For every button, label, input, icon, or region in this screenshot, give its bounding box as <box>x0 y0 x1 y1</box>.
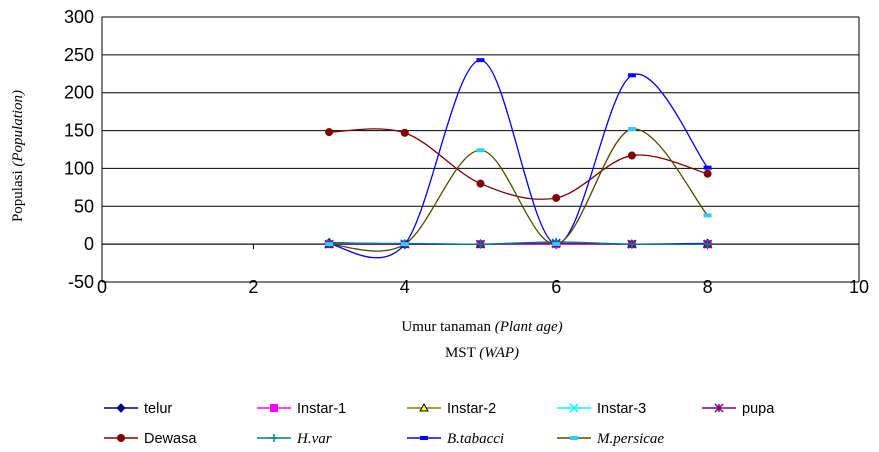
legend-label: pupa <box>742 401 775 417</box>
legend-marker <box>420 436 428 440</box>
data-point <box>552 242 561 247</box>
series-layer <box>324 58 713 259</box>
series-line <box>329 128 708 200</box>
x-axis-label: Umur tanaman <box>401 319 494 335</box>
legend-marker <box>570 436 578 440</box>
y-tick-label: 200 <box>64 83 94 103</box>
series-b-tabacci <box>325 58 712 259</box>
data-point <box>703 169 712 178</box>
legend-marker <box>116 403 126 413</box>
x-axis-title: Umur tanaman (Plant age) <box>401 319 562 335</box>
y-tick-label: 100 <box>64 158 94 178</box>
data-point <box>325 128 334 137</box>
series-line <box>329 59 709 259</box>
legend-marker <box>419 402 429 412</box>
legend-item: B.tabacci <box>407 431 504 447</box>
x-tick-label: 4 <box>400 277 410 297</box>
series-line <box>329 128 709 252</box>
legend-item: telur <box>104 401 172 417</box>
x-tick-label: 10 <box>849 277 869 297</box>
y-axis-label-italic: (Population) <box>10 90 26 167</box>
x-axis-subtitle: MST (WAP) <box>445 345 519 361</box>
label-layer: Populasi (Population) Umur tanaman (Plan… <box>10 90 563 361</box>
legend-label: M.persicae <box>596 431 664 447</box>
data-point <box>476 179 485 188</box>
y-tick-label: 300 <box>64 7 94 27</box>
data-point <box>627 73 636 78</box>
y-tick-label: 50 <box>74 196 94 216</box>
data-point <box>627 151 636 160</box>
legend-marker <box>270 434 278 442</box>
y-tick-label: 0 <box>84 234 94 254</box>
legend-item: Instar-3 <box>557 401 646 417</box>
series-m-persicae <box>325 127 712 252</box>
legend-label: Instar-2 <box>447 401 496 417</box>
legend-item: M.persicae <box>557 431 664 447</box>
legend-item: Instar-1 <box>257 401 346 417</box>
x-axis-label-2: MST <box>445 345 479 361</box>
data-point <box>703 165 712 170</box>
data-point <box>400 128 409 137</box>
legend-label: Instar-1 <box>297 401 346 417</box>
data-point <box>400 242 409 247</box>
series-line <box>329 241 708 245</box>
data-point <box>552 193 561 202</box>
y-tick-label: 150 <box>64 121 94 141</box>
legend-label: telur <box>144 401 172 417</box>
y-tick-label: 250 <box>64 45 94 65</box>
y-axis-title: Populasi (Population) <box>10 90 26 222</box>
data-point <box>325 242 334 247</box>
legend-label: Instar-3 <box>597 401 646 417</box>
legend-marker <box>270 404 278 412</box>
series-h-var <box>325 237 712 249</box>
x-tick-label: 0 <box>97 277 107 297</box>
legend-marker <box>714 403 724 413</box>
x-tick-label: 2 <box>248 277 258 297</box>
data-point <box>703 213 712 218</box>
legend-label: Dewasa <box>144 431 197 447</box>
x-axis-label-italic: (Plant age) <box>495 319 563 335</box>
legend-item: Dewasa <box>104 431 197 447</box>
x-axis-label-2-italic: (WAP) <box>479 345 519 361</box>
legend-item: pupa <box>702 401 775 417</box>
legend-marker <box>569 403 579 413</box>
data-point <box>627 240 636 249</box>
legend-marker <box>117 434 125 442</box>
data-point <box>476 148 485 153</box>
data-point <box>627 127 636 132</box>
data-point <box>476 58 485 63</box>
series-dewasa <box>325 128 712 202</box>
legend-item: H.var <box>257 431 332 447</box>
legend: telur Instar-1 Instar-2 Instar-3 pupa Dewasa H… <box>104 401 775 447</box>
y-axis-label: Populasi <box>10 167 26 222</box>
legend-label: H.var <box>296 431 332 447</box>
x-tick-label: 8 <box>703 277 713 297</box>
y-tick-label: -50 <box>68 272 94 292</box>
data-point <box>703 240 712 249</box>
legend-label: B.tabacci <box>447 431 504 447</box>
legend-item: Instar-2 <box>407 401 496 417</box>
x-tick-label: 6 <box>551 277 561 297</box>
data-point <box>476 240 485 249</box>
